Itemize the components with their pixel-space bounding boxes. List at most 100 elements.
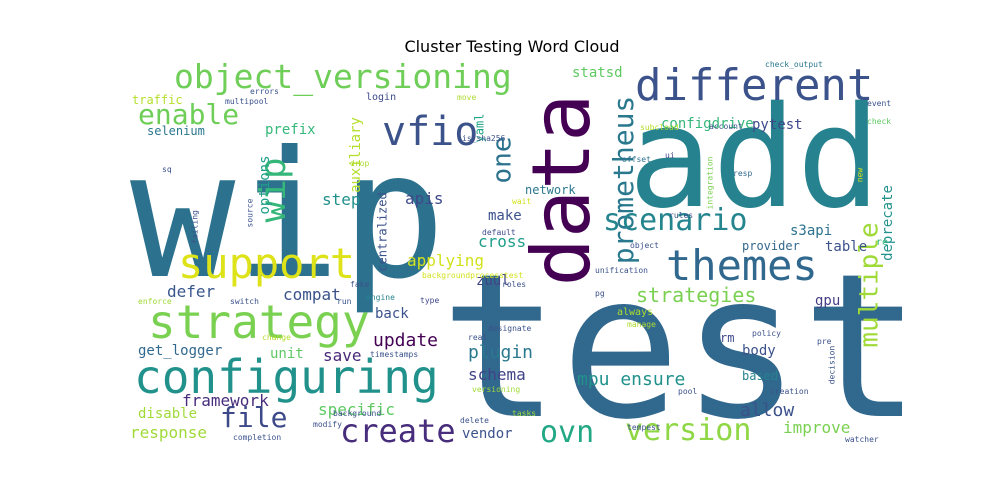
word-enforce-107: enforce (138, 297, 172, 306)
word-pg-87: pg (595, 289, 605, 298)
word-change-105: change (262, 333, 291, 342)
word-themes-8: themes (666, 241, 818, 290)
word-create-12: create (340, 412, 456, 450)
word-creation-94: creation (770, 387, 809, 396)
word-strategies-21: strategies (636, 283, 756, 307)
word-tempest-99: tempest (627, 423, 661, 432)
word-real-89: real (468, 333, 487, 342)
word-update-22: update (373, 330, 438, 351)
word-check-74: check (867, 117, 891, 126)
word-strategy-6: strategy (148, 295, 370, 349)
word-auxiliary-47: auxiliary (348, 117, 364, 193)
word-body-41: body (742, 343, 776, 359)
word-specific-27: specific (318, 400, 395, 419)
word-rm-56: rm (720, 331, 734, 345)
word-object-versioning-10: object_versioning (174, 57, 512, 97)
word-configdrive-49: configdrive (661, 116, 754, 132)
word-compat-32: compat (283, 285, 341, 304)
word-delete-98: delete (460, 416, 489, 425)
word-check-output-68: check_output (765, 60, 823, 69)
word-wip-1: wip (130, 115, 446, 318)
word-integration-75: integration (706, 156, 715, 209)
word-decision-92: decision (828, 346, 837, 385)
word-re-66: re (876, 237, 888, 248)
word-unit-54: unit (270, 346, 304, 362)
word-new-77: new (856, 168, 865, 183)
word-timestamps-101: timestamps (370, 350, 418, 359)
word-fake-83: fake (350, 280, 369, 289)
word-enable-19: enable (138, 98, 239, 131)
word-manage-90: manage (627, 320, 656, 329)
word-designate-88: designate (488, 324, 532, 333)
word-support-7: support (178, 239, 355, 288)
word-tasks-97: tasks (512, 409, 536, 418)
word-vfio-9: vfio (382, 109, 478, 155)
word-deprecate-44: deprecate (880, 185, 896, 261)
word-disable-53: disable (138, 406, 197, 422)
word-different-4: different (635, 60, 873, 111)
word-response-37: response (130, 423, 207, 442)
word-yaml-61: yaml (473, 114, 487, 143)
word-save-28: save (323, 346, 362, 365)
word-one-20: one (488, 137, 518, 184)
word-test-0: test (440, 231, 922, 464)
word-multipool-114: multipool (225, 97, 269, 106)
word-always-65: always (617, 307, 653, 318)
word-improve-36: improve (783, 418, 850, 437)
word-failing-109: failing (191, 210, 200, 244)
word-selenium-62: selenium (147, 124, 205, 138)
word-gpu-42: gpu (815, 293, 840, 309)
word-plugin-23: plugin (468, 342, 533, 363)
word-sq-111: sq (162, 165, 172, 174)
word-step-35: step (322, 190, 361, 209)
word-event-72: event (867, 99, 891, 108)
word-make-45: make (488, 208, 522, 224)
word-wip-14: wip (253, 157, 294, 222)
word-scenario-15: scenario (603, 203, 748, 238)
word-move-115: move (457, 93, 476, 102)
word-object-78: object (630, 241, 659, 250)
word-modify-103: modify (313, 420, 342, 429)
word-policy-91: policy (752, 329, 781, 338)
word-backgroundprocesstest-82: backgroundprocesstest (422, 271, 523, 280)
word-offset-70: offset (622, 155, 651, 164)
word-multiple-16: multiple (855, 222, 885, 347)
word-background-102: background (333, 409, 381, 418)
word-completion-104: completion (233, 433, 281, 442)
word-account-71: account (709, 122, 743, 131)
word-engine-85: engine (366, 293, 395, 302)
word-prefix-48: prefix (265, 122, 316, 138)
word-statsd-50: statsd (572, 65, 623, 81)
word-ovn-17: ovn (540, 415, 594, 450)
word-defer-33: defer (167, 282, 216, 301)
word-back-40: back (375, 306, 409, 322)
word-framework-26: framework (182, 391, 269, 410)
word-vendor-38: vendor (462, 426, 513, 442)
word-based-57: based (742, 369, 778, 383)
word-file-18: file (220, 401, 287, 434)
word-table-43: table (825, 239, 867, 255)
word-pool-95: pool (678, 387, 697, 396)
word-cross-31: cross (478, 232, 526, 251)
word-login-64: login (366, 92, 396, 103)
word-is-sha256-69: is_sha256 (462, 134, 506, 143)
word-applying-30: applying (407, 251, 484, 270)
word-data-3: data (515, 94, 608, 287)
word-switch-108: switch (230, 297, 259, 306)
word-schema-29: schema (468, 365, 526, 384)
word-rules-80: rules (669, 211, 693, 220)
word-type-86: type (420, 296, 439, 305)
word-prometheus-13: prometheus (607, 96, 640, 265)
word-provider-58: provider (742, 239, 800, 253)
word-watcher-100: watcher (845, 435, 879, 444)
word-mpu-ensure-24: mpu ensure (577, 369, 685, 390)
word-resp-76: resp (733, 169, 752, 178)
word-errors-113: errors (250, 87, 279, 96)
word-traffic-63: traffic (132, 93, 183, 107)
word-wait-116: wait (512, 197, 531, 206)
word-zuul-39: zuul (476, 273, 510, 289)
word-get-logger-55: get_logger (138, 343, 222, 359)
word-options-46: options (257, 155, 273, 214)
